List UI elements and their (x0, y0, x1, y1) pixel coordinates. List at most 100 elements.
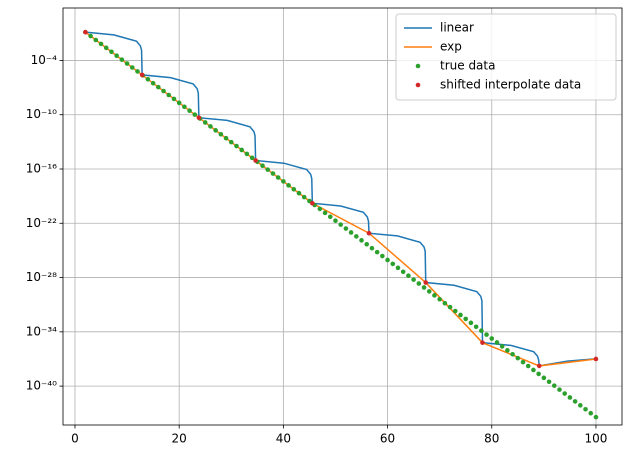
data-point (275, 175, 281, 180)
data-point (249, 155, 255, 161)
x-tick-label: 20 (172, 432, 187, 446)
data-point (593, 356, 599, 362)
data-point (228, 139, 234, 145)
data-point (208, 124, 213, 129)
data-point (432, 293, 437, 298)
data-point (468, 320, 474, 326)
data-point (520, 359, 526, 365)
data-point (567, 395, 573, 400)
data-point (525, 363, 531, 369)
data-point (196, 115, 202, 120)
data-point (551, 383, 557, 388)
data-point (239, 147, 244, 153)
data-point (98, 41, 104, 47)
data-point (578, 403, 583, 408)
data-point (562, 391, 567, 396)
data-point (406, 273, 411, 279)
data-point (83, 29, 88, 35)
data-point (296, 190, 302, 196)
data-point (400, 269, 406, 275)
data-point (119, 57, 125, 62)
y-tick-label: 10⁻¹⁶ (26, 162, 57, 176)
data-point (171, 96, 177, 102)
data-point (423, 280, 429, 285)
data-point (281, 179, 286, 184)
data-point (510, 351, 515, 357)
data-point (139, 72, 145, 78)
x-tick-label: 40 (276, 432, 291, 446)
data-point (234, 143, 239, 149)
data-point (369, 245, 375, 251)
data-point (150, 80, 156, 86)
data-point (156, 84, 161, 90)
y-tick-label: 10⁻²² (26, 216, 57, 230)
data-point (114, 53, 119, 59)
data-point (348, 230, 354, 235)
data-point (494, 340, 500, 345)
x-tick-label: 60 (380, 432, 395, 446)
data-point (322, 210, 328, 216)
data-point (557, 387, 562, 392)
y-tick-label: 10⁻⁴⁰ (26, 379, 57, 393)
axes-frame (62, 7, 623, 426)
data-point (395, 265, 401, 271)
data-point (593, 414, 599, 420)
data-point (479, 328, 484, 334)
data-point (301, 194, 307, 200)
x-tick-label: 80 (484, 432, 499, 446)
data-point (187, 108, 192, 113)
data-point (374, 249, 380, 255)
data-point (265, 167, 271, 172)
data-point (366, 230, 372, 236)
data-point (588, 410, 594, 416)
x-tick-label: 0 (71, 432, 79, 446)
data-point (109, 49, 114, 55)
data-point (338, 222, 343, 227)
data-point (572, 399, 578, 404)
data-point (421, 285, 427, 290)
data-point (310, 200, 315, 206)
x-tick-label: 100 (584, 432, 607, 446)
data-point (88, 33, 93, 39)
data-point (223, 135, 229, 141)
data-point (270, 171, 276, 176)
data-point (124, 61, 130, 66)
y-tick-label: 10⁻³⁴ (26, 324, 57, 338)
data-point (93, 37, 99, 43)
legend-swatch (415, 82, 421, 88)
data-point (484, 332, 489, 337)
legend-label: true data (440, 59, 495, 73)
data-point (385, 257, 390, 263)
legend-swatch (415, 63, 421, 69)
data-point (359, 238, 364, 243)
data-point (333, 218, 338, 223)
legend: linear exp true data shifted interpolate da… (395, 13, 617, 101)
data-point (442, 300, 448, 306)
data-point (192, 112, 198, 117)
data-point (411, 277, 416, 282)
data-point (166, 92, 172, 98)
legend-label: linear (440, 21, 474, 35)
data-point (546, 379, 552, 385)
legend-label: shifted interpolate data (440, 78, 581, 92)
series-line (85, 31, 596, 367)
data-point (536, 363, 542, 369)
data-point (327, 214, 333, 220)
data-point (480, 340, 485, 345)
data-point (499, 344, 505, 349)
legend-box (395, 13, 617, 101)
data-point (218, 131, 224, 137)
data-point (541, 375, 547, 381)
data-point (202, 120, 208, 125)
data-point (354, 234, 359, 239)
legend-label: exp (440, 40, 462, 54)
axes: 0 20 40 60 80 100 10⁻⁴⁰ 10⁻³⁴ 10⁻²⁸ 10⁻²² 10⁻¹⁶ 10⁻… (26, 53, 608, 446)
data-point (176, 100, 182, 106)
data-point (473, 324, 479, 330)
plot-area (83, 29, 599, 420)
data-point (317, 206, 323, 212)
data-point (291, 186, 297, 192)
data-point (129, 65, 135, 70)
data-point (253, 158, 258, 163)
